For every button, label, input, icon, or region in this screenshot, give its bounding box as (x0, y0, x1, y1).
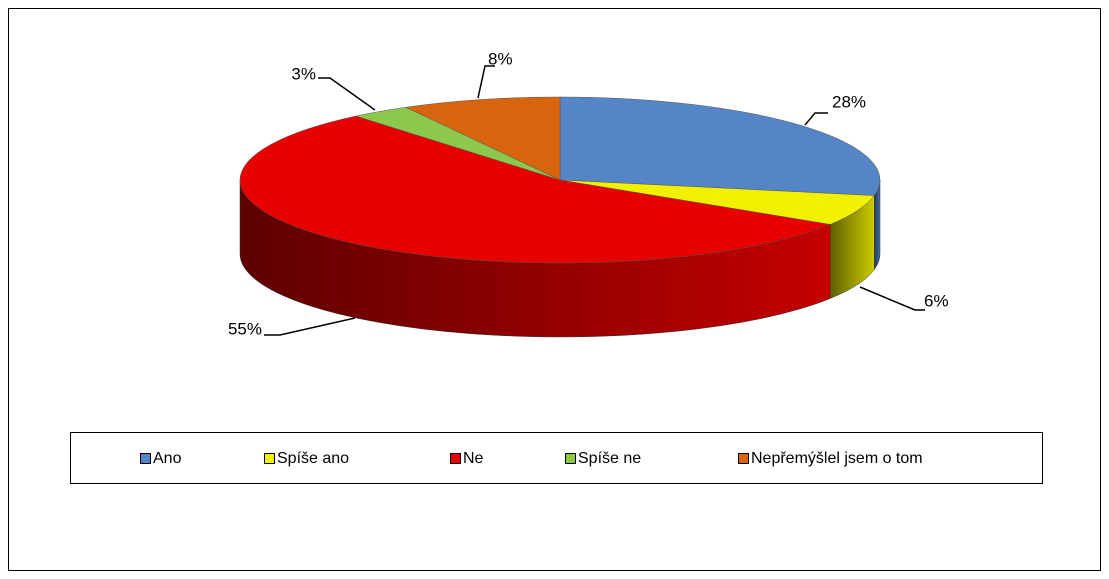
legend-label: Nepřemýšlel jsem o tom (751, 450, 923, 467)
data-label: 55% (228, 319, 262, 338)
legend-label: Ne (463, 450, 484, 467)
legend-swatch (738, 453, 749, 464)
legend: Ano Spíše ano Ne Spíše ne Nepřemýšlel jsem o… (140, 450, 923, 467)
leader-line (859, 286, 925, 311)
legend-label: Ano (153, 450, 182, 467)
leader-line (318, 77, 376, 111)
data-label: 8% (488, 49, 513, 68)
leader-line (804, 112, 828, 126)
leader-line (477, 65, 495, 99)
slice (559, 179, 875, 225)
data-label: 3% (291, 64, 316, 83)
legend-label: Spíše ne (578, 450, 641, 467)
legend-swatch (140, 453, 151, 464)
legend-label: Spíše ano (277, 450, 349, 467)
leader-line (264, 317, 356, 336)
slice (239, 115, 832, 264)
legend-swatch (450, 453, 461, 464)
slice (404, 96, 561, 181)
slice (559, 96, 881, 196)
data-label: 28% (832, 92, 866, 111)
data-label: 6% (924, 291, 949, 310)
legend-box (70, 432, 1043, 484)
legend-swatch (565, 453, 576, 464)
legend-swatch (264, 453, 275, 464)
